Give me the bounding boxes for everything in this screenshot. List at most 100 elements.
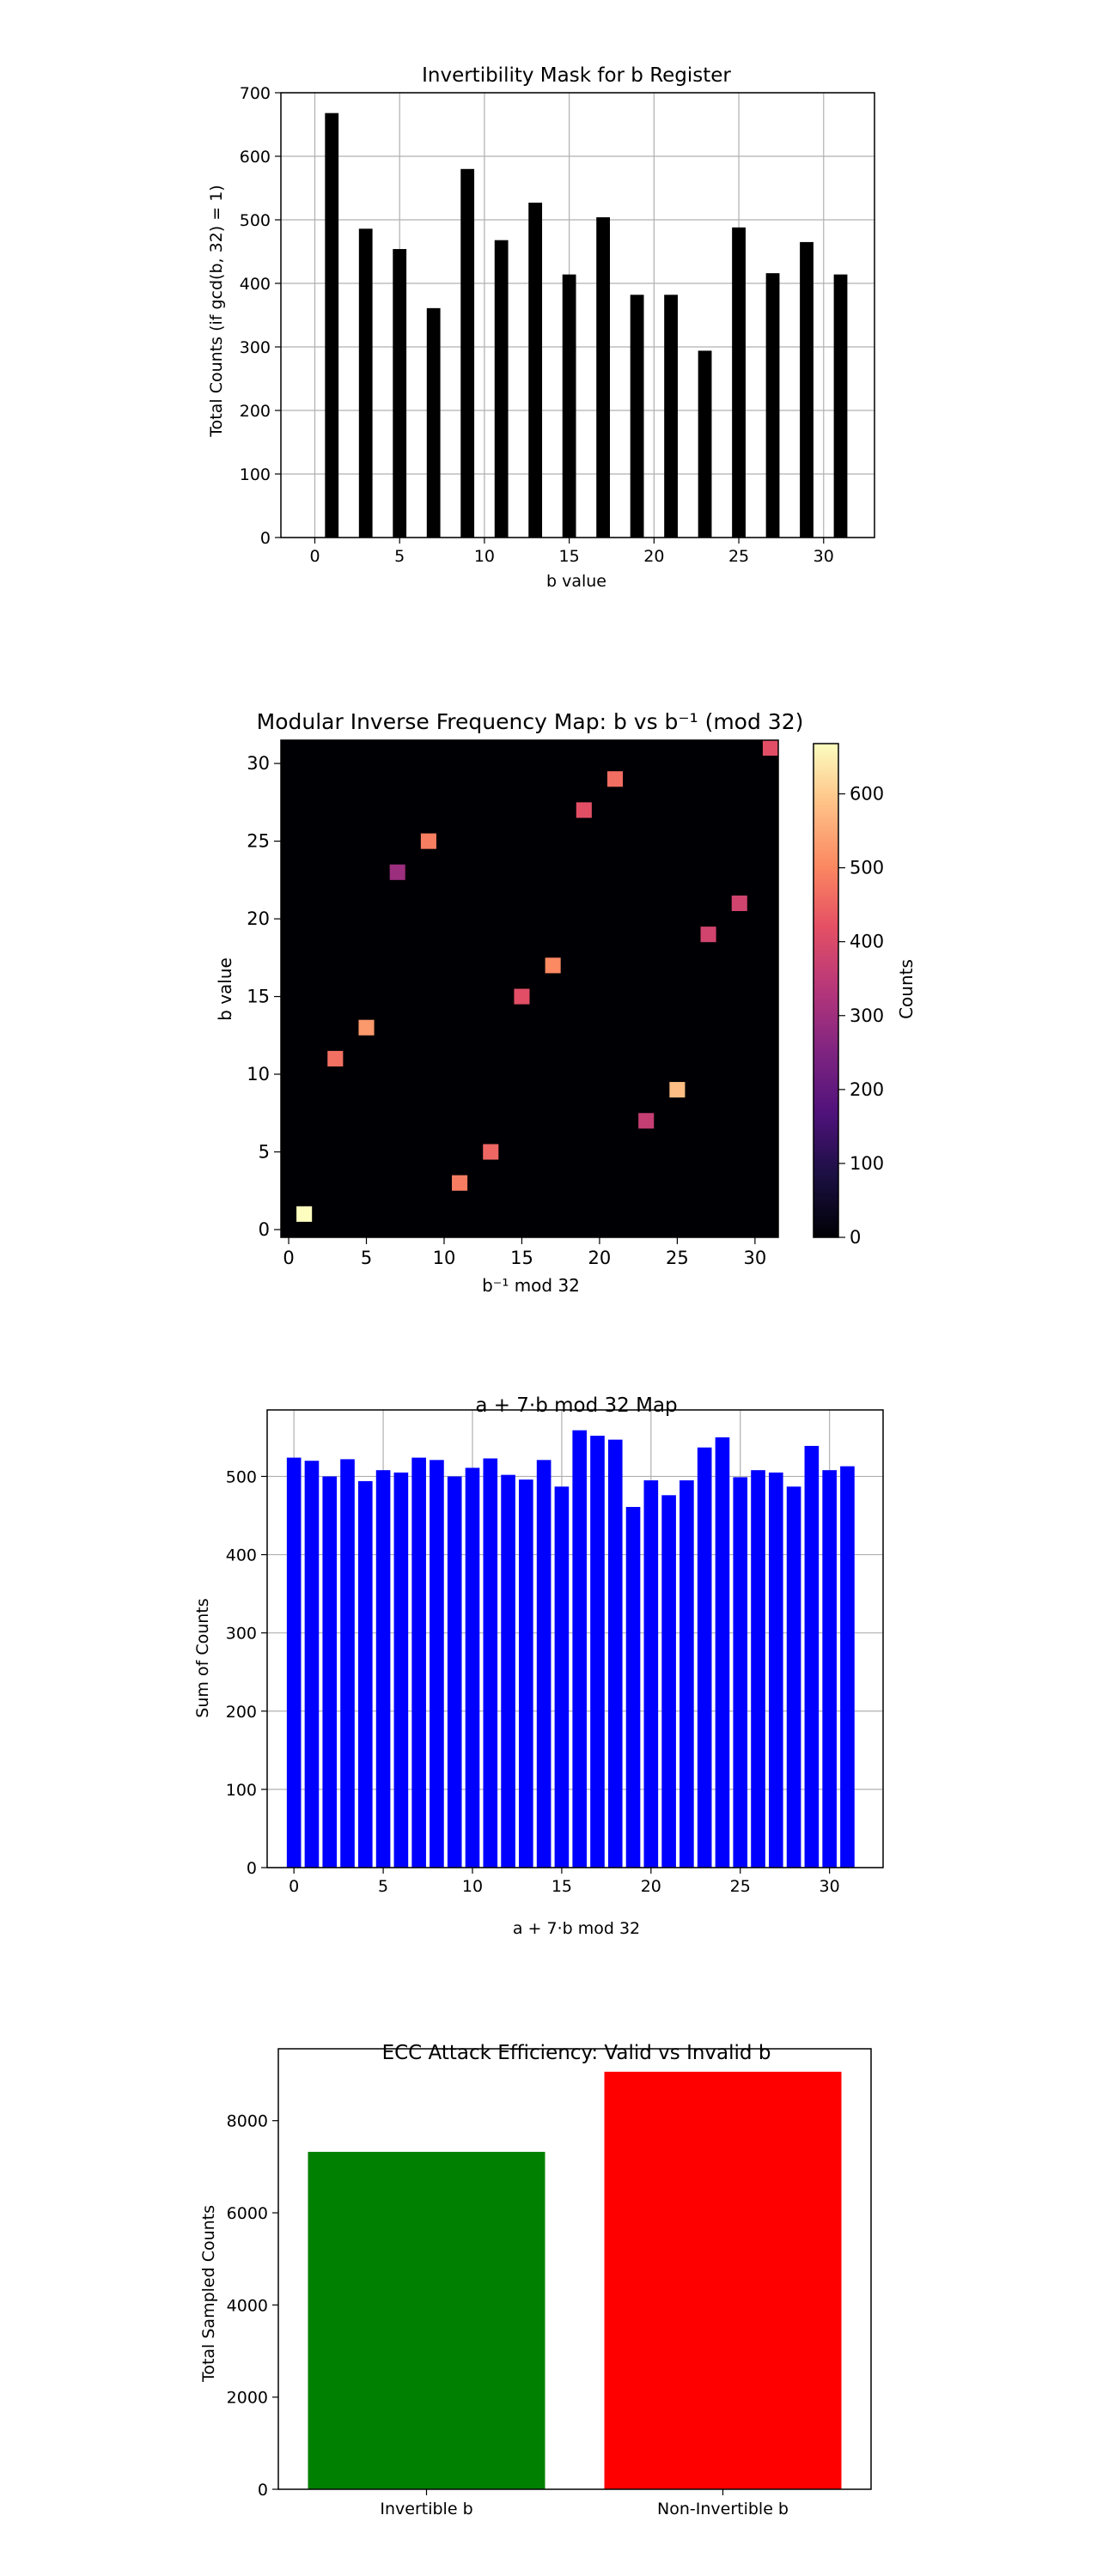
colorbar-label: Counts <box>896 959 917 1019</box>
chart1-xtick-label: 25 <box>728 547 749 566</box>
chart3-bar <box>607 1439 623 1868</box>
chart1-ytick-label: 0 <box>260 529 271 548</box>
chart1-bar <box>664 295 678 538</box>
chart3-bar <box>786 1486 801 1868</box>
chart4-ylabel: Total Sampled Counts <box>199 2205 218 2383</box>
colorbar-tick-label: 600 <box>850 784 884 805</box>
chart1-bar <box>765 273 780 538</box>
colorbar-tick-label: 100 <box>850 1153 884 1174</box>
chart1-title: Invertibility Mask for b Register <box>422 64 731 87</box>
chart3-bar <box>501 1474 515 1868</box>
chart3-bar <box>572 1430 588 1868</box>
chart1-ylabel: Total Counts (if gcd(b, 32) = 1) <box>207 185 226 437</box>
chart3-bar <box>679 1480 694 1868</box>
chart3-xlabel: a + 7·b mod 32 <box>513 1919 640 1938</box>
chart3-bar <box>661 1495 676 1868</box>
chart1-bar <box>596 217 611 538</box>
chart1-ytick-label: 100 <box>240 465 271 484</box>
chart3-bar <box>340 1459 355 1868</box>
heatmap-cell <box>420 833 436 849</box>
chart3-bar <box>751 1470 765 1868</box>
heatmap-cell <box>483 1144 499 1160</box>
chart2-xtick-label: 20 <box>588 1248 612 1268</box>
chart3-bar <box>554 1486 570 1868</box>
chart2-xtick-label: 25 <box>666 1248 689 1268</box>
chart4-plot-frame <box>277 2048 872 2490</box>
chart4-xtick-label: Non-Invertible b <box>657 2500 789 2518</box>
heatmap-cell <box>389 864 405 880</box>
chart2-ytick-label: 0 <box>259 1219 270 1240</box>
colorbar-tick-label: 400 <box>850 932 884 952</box>
chart1-bar <box>698 350 712 538</box>
chart1-bar <box>562 274 576 538</box>
chart3-bar <box>447 1476 462 1868</box>
colorbar-tick-label: 300 <box>850 1005 884 1026</box>
chart3-xtick-label: 5 <box>378 1877 388 1896</box>
chart2-xtick-label: 0 <box>283 1248 294 1268</box>
chart4-ytick-label: 0 <box>258 2481 268 2500</box>
chart1-bar <box>426 307 441 538</box>
chart3-bar <box>715 1437 730 1868</box>
chart3-bar <box>822 1470 837 1868</box>
chart3-xtick-label: 15 <box>552 1877 572 1896</box>
heatmap-cell <box>700 927 716 943</box>
chart3-bar <box>643 1480 659 1868</box>
chart3-ylabel: Sum of Counts <box>193 1598 212 1717</box>
chart4-bar <box>604 2071 842 2489</box>
chart1-ytick-label: 700 <box>240 84 271 103</box>
chart3-xtick-label: 30 <box>820 1877 840 1896</box>
chart3-bar <box>536 1460 552 1868</box>
modular-inverse-heatmap: Modular Inverse Frequency Map: b vs b⁻¹ … <box>215 709 917 1296</box>
chart2-ytick-label: 20 <box>247 908 270 929</box>
chart1-xtick-label: 0 <box>309 547 320 566</box>
chart3-bar <box>590 1436 605 1868</box>
heatmap-cell <box>576 802 592 818</box>
chart1-xlabel: b value <box>546 572 606 591</box>
heatmap-cell <box>669 1082 686 1098</box>
heatmap-cell <box>514 988 530 1005</box>
chart2-xtick-label: 10 <box>433 1248 456 1268</box>
chart3-xtick-label: 25 <box>730 1877 751 1896</box>
chart3-ytick-label: 300 <box>226 1625 257 1643</box>
chart3-bar <box>840 1466 855 1868</box>
chart3-ytick-label: 200 <box>226 1703 257 1722</box>
chart1-ytick-label: 200 <box>240 402 271 421</box>
chart1-plot-frame <box>280 92 875 538</box>
chart3-bar <box>768 1472 783 1868</box>
heatmap-cell <box>545 957 561 974</box>
chart3-bar <box>357 1480 373 1868</box>
chart4-title: ECC Attack Efficiency: Valid vs Invalid … <box>382 2042 771 2064</box>
chart2-title: Modular Inverse Frequency Map: b vs b⁻¹ … <box>257 709 804 734</box>
chart3-bar <box>804 1445 820 1868</box>
chart3-ytick-label: 400 <box>226 1546 257 1565</box>
chart3-ytick-label: 500 <box>226 1467 257 1486</box>
invertibility-mask-chart: Invertibility Mask for b Register b valu… <box>207 64 875 591</box>
chart1-bar <box>630 295 644 538</box>
chart1-ytick-label: 600 <box>240 148 271 167</box>
heatmap-cell <box>358 1019 375 1036</box>
chart1-bar <box>460 168 475 538</box>
chart3-xtick-label: 0 <box>289 1877 299 1896</box>
chart3-bar <box>411 1457 426 1868</box>
chart2-ytick-label: 10 <box>247 1064 270 1084</box>
heatmap-cell <box>606 771 624 787</box>
chart2-xtick-label: 15 <box>510 1248 533 1268</box>
chart2-plot-frame <box>280 739 779 1238</box>
chart1-bar <box>393 249 407 538</box>
chart1-xtick-label: 5 <box>394 547 405 566</box>
chart3-bar <box>430 1460 444 1868</box>
chart3-xtick-label: 10 <box>462 1877 483 1896</box>
chart3-xtick-label: 20 <box>641 1877 661 1896</box>
chart4-ytick-label: 4000 <box>227 2296 268 2315</box>
chart4-xtick-label: Invertible b <box>380 2500 472 2518</box>
chart1-bar <box>358 228 373 538</box>
chart2-ytick-label: 30 <box>247 753 270 774</box>
heatmap-cell <box>762 740 778 756</box>
chart1-ytick-label: 300 <box>240 338 271 357</box>
chart2-xtick-label: 30 <box>743 1248 766 1268</box>
chart4-ytick-label: 8000 <box>227 2112 268 2131</box>
chart4-ytick-label: 2000 <box>227 2389 268 2408</box>
chart3-ytick-label: 0 <box>247 1859 257 1878</box>
chart1-xtick-label: 20 <box>643 547 664 566</box>
